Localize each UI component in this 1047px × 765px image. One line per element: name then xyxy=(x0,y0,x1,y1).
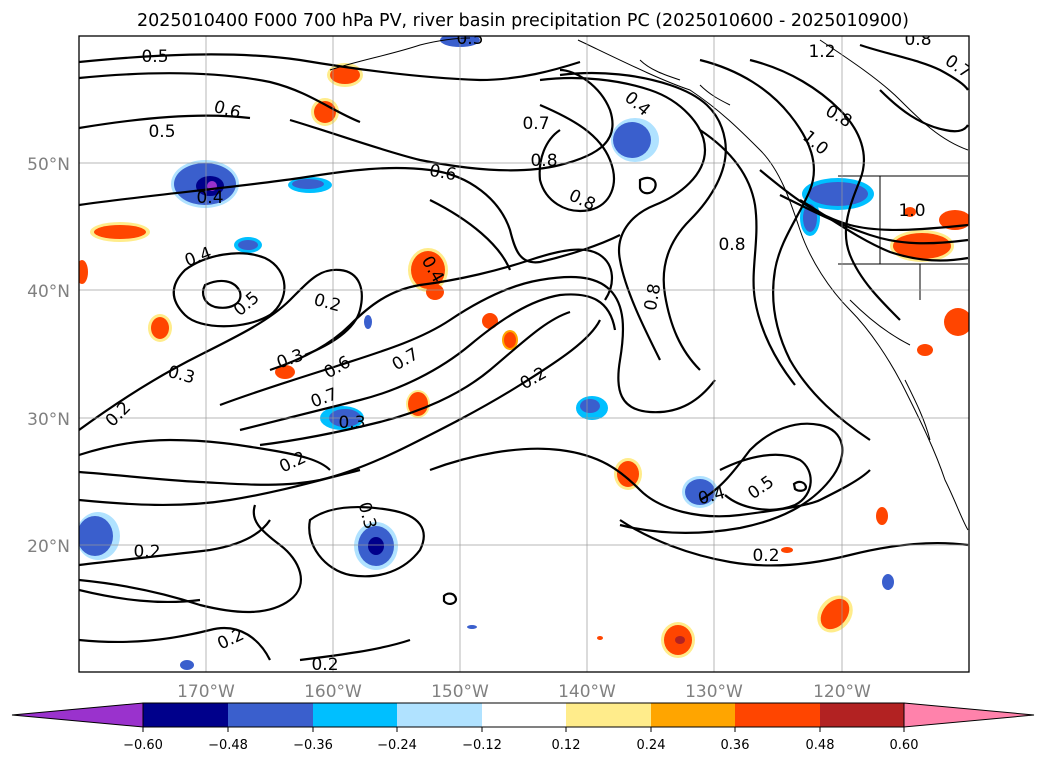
contour-label: 0.2 xyxy=(133,542,160,562)
colorbar-tick-label: 0.36 xyxy=(721,738,750,753)
colorbar-bin xyxy=(397,703,482,727)
map-panel: 0.5 0.6 0.5 0.6 0.4 0.4 0.5 0.3 0.2 0.2 … xyxy=(27,29,970,702)
lon-label: 160°W xyxy=(304,682,362,702)
lat-label: 40°N xyxy=(27,282,70,302)
colorbar-bin xyxy=(820,703,904,727)
lon-label: 120°W xyxy=(813,682,871,702)
contour-label: 0.8 xyxy=(530,151,557,171)
colorbar-tick-label: −0.48 xyxy=(208,738,248,753)
contour-label: 0.4 xyxy=(196,188,223,208)
longitude-labels: 170°W 160°W 150°W 140°W 130°W 120°W xyxy=(177,682,871,702)
colorbar-bin xyxy=(566,703,651,727)
colorbar-ticks xyxy=(142,727,905,732)
colorbar-frame xyxy=(142,702,905,728)
lat-label: 20°N xyxy=(27,537,70,557)
colorbar: −0.60 −0.48 −0.36 −0.24 −0.12 0.12 0.24 … xyxy=(11,702,1035,753)
contour-label: 0.8 xyxy=(641,282,665,312)
colorbar-tick-label: 0.12 xyxy=(552,738,581,753)
map-title: 2025010400 F000 700 hPa PV, river basin … xyxy=(137,11,909,31)
lon-label: 170°W xyxy=(177,682,235,702)
coastlines xyxy=(329,37,969,531)
lat-label: 50°N xyxy=(27,155,70,175)
colorbar-tick-label: 0.24 xyxy=(637,738,666,753)
colorbar-bin xyxy=(482,703,566,727)
colorbar-tick-label: −0.12 xyxy=(462,738,502,753)
colorbar-tick-label: −0.60 xyxy=(123,738,163,753)
lat-label: 30°N xyxy=(27,410,70,430)
colorbar-bin xyxy=(228,703,313,727)
contour-label: 0.6 xyxy=(428,161,458,185)
contour-label: 0.7 xyxy=(522,114,549,134)
colorbar-extend-max xyxy=(903,702,1035,728)
contour-label: 0.2 xyxy=(752,546,779,566)
contour-label: 0.5 xyxy=(141,47,168,67)
contour-label: 1.2 xyxy=(808,42,835,62)
colorbar-tick-label: 0.60 xyxy=(890,738,919,753)
lon-label: 130°W xyxy=(685,682,743,702)
contour-label: 0.5 xyxy=(148,122,175,142)
colorbar-bin xyxy=(313,703,397,727)
map-background xyxy=(79,36,969,672)
colorbar-tick-label: −0.36 xyxy=(293,738,333,753)
colorbar-bin xyxy=(651,703,735,727)
lon-label: 150°W xyxy=(431,682,489,702)
contour-labels: 0.5 0.6 0.5 0.6 0.4 0.4 0.5 0.3 0.2 0.2 … xyxy=(102,29,969,675)
colorbar-tick-label: 0.48 xyxy=(806,738,835,753)
contour-label: 0.8 xyxy=(904,30,931,50)
contour-label: 0.2 xyxy=(311,655,338,675)
colorbar-tick-label: −0.24 xyxy=(377,738,417,753)
contour-label: 1.0 xyxy=(898,201,925,221)
map-frame xyxy=(78,35,970,673)
contour-label: 0.5 xyxy=(456,29,483,49)
colorbar-extend-min xyxy=(11,702,144,728)
contour-label: 0.8 xyxy=(718,235,745,255)
colorbar-bin xyxy=(735,703,820,727)
pv-contours xyxy=(79,43,969,662)
precip-negative-blobs xyxy=(79,36,894,670)
colorbar-bin xyxy=(143,703,228,727)
lon-label: 140°W xyxy=(558,682,616,702)
contour-label: 0.3 xyxy=(338,413,365,433)
graticule xyxy=(79,36,969,672)
precip-positive-blobs xyxy=(79,63,969,658)
latitude-labels: 50°N 40°N 30°N 20°N xyxy=(27,155,70,557)
